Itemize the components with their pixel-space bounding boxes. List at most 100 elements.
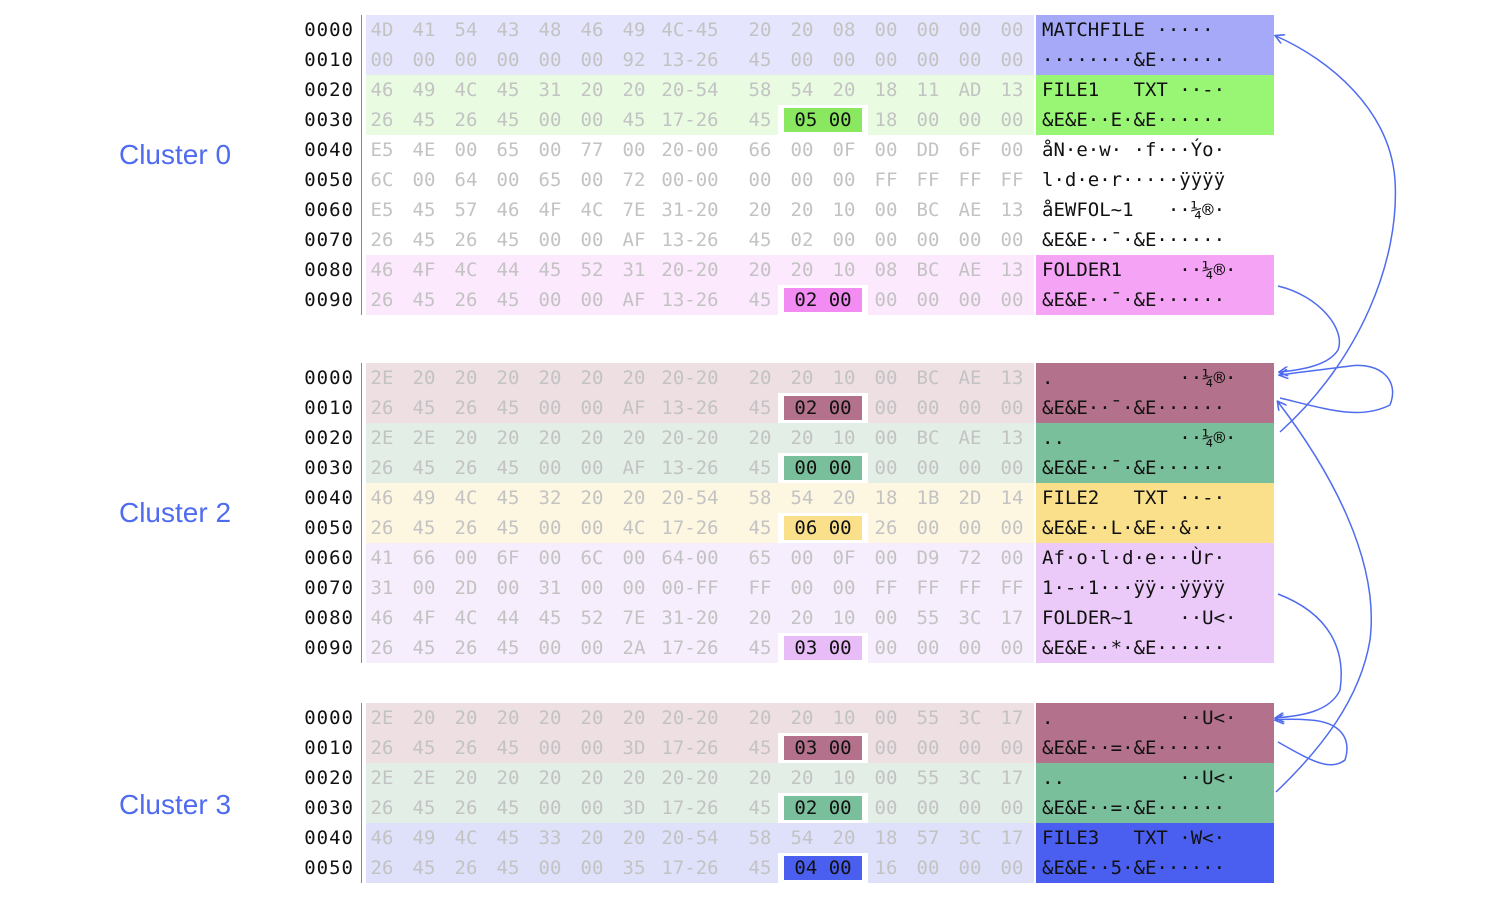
cluster-pointer-value: 03 00 [784, 736, 862, 760]
row-offset: 0060 [304, 547, 354, 569]
hex-byte: 20 [832, 79, 856, 101]
hex-byte: AF [622, 397, 646, 419]
hex-byte: 0F [832, 547, 856, 569]
hex-byte: 6C [580, 547, 604, 569]
cluster-pointer-highlight: 03 00 [778, 633, 868, 663]
hex-byte: 00 [538, 857, 562, 879]
hex-byte: 4C [622, 517, 646, 539]
hex-byte: 00 [874, 199, 898, 221]
hex-byte: 49 [412, 79, 436, 101]
hex-row-background [366, 703, 1034, 733]
hex-byte: 26 [454, 637, 478, 659]
hex-byte: 13 [1000, 79, 1024, 101]
ascii-row: åEWFOL~1 ··¼®· [1036, 195, 1274, 225]
ascii-row: Af·o·l·d·e···Ùr· [1036, 543, 1274, 573]
hex-byte: 20 [790, 607, 814, 629]
hex-byte: AD [958, 79, 982, 101]
hex-byte: 3C [958, 767, 982, 789]
hex-byte: 45 [496, 517, 520, 539]
hex-row-background [366, 633, 1034, 663]
hex-byte: 20 [496, 767, 520, 789]
hex-byte: 00 [538, 289, 562, 311]
hex-byte: 72 [958, 547, 982, 569]
ascii-row: . ··¼®· [1036, 363, 1274, 393]
hex-byte: 20 [580, 427, 604, 449]
hex-byte: 2A [622, 637, 646, 659]
hex-byte: 3D [622, 737, 646, 759]
hex-byte: 20 [748, 427, 772, 449]
hex-byte: 10 [832, 259, 856, 281]
hex-byte: 00 [1000, 737, 1024, 759]
hex-byte: 00 [958, 637, 982, 659]
hex-byte: 00 [538, 737, 562, 759]
hex-byte: 46 [370, 79, 394, 101]
row-offset: 0040 [304, 139, 354, 161]
hex-byte: 41 [412, 19, 436, 41]
hex-byte: 26 [874, 517, 898, 539]
hex-byte: 46 [370, 827, 394, 849]
ascii-row: &E&E··¯·&E······ [1036, 453, 1274, 483]
hex-byte: 00 [958, 397, 982, 419]
hex-byte: 00 [538, 229, 562, 251]
hex-byte: 2E [370, 767, 394, 789]
row-offset: 0030 [304, 109, 354, 131]
hex-byte: 54 [790, 827, 814, 849]
row-offset: 0080 [304, 259, 354, 281]
hex-byte: 00 [412, 169, 436, 191]
cluster-pointer-highlight: 05 00 [778, 105, 868, 135]
hex-byte: 45 [748, 637, 772, 659]
hex-byte: 00 [580, 457, 604, 479]
hex-byte: 00 [370, 49, 394, 71]
hex-byte: 20 [412, 707, 436, 729]
cluster-pointer-value: 03 00 [784, 636, 862, 660]
hex-byte: 00 [916, 109, 940, 131]
hex-byte: 45 [496, 79, 520, 101]
hex-byte: AE [958, 427, 982, 449]
hex-byte: 4C [454, 79, 478, 101]
hex-byte: 20 [580, 487, 604, 509]
hex-byte: 2E [370, 707, 394, 729]
offset-separator [361, 15, 362, 315]
hex-byte: 00 [496, 577, 520, 599]
hex-byte: 10 [832, 427, 856, 449]
hex-byte: FF [916, 577, 940, 599]
hex-byte: 45 [748, 109, 772, 131]
hex-byte: 00 [622, 547, 646, 569]
row-offset: 0050 [304, 169, 354, 191]
hex-byte: 00 [454, 49, 478, 71]
hex-byte: 45 [496, 229, 520, 251]
hex-byte: 7E [622, 607, 646, 629]
row-offset: 0020 [304, 79, 354, 101]
hex-byte: FF [874, 169, 898, 191]
hex-byte: 46 [496, 199, 520, 221]
hex-byte: 45 [412, 517, 436, 539]
hex-byte: 55 [916, 767, 940, 789]
row-offset: 0020 [304, 767, 354, 789]
hex-byte: 10 [832, 767, 856, 789]
hex-byte: 45 [412, 109, 436, 131]
hex-byte: 20 [790, 367, 814, 389]
hex-byte: 20 [790, 19, 814, 41]
hex-row-background [366, 483, 1034, 513]
hex-byte: 00 [580, 109, 604, 131]
hex-byte: 31 [370, 577, 394, 599]
hex-row-background [366, 603, 1034, 633]
hex-byte: 31-20 [661, 607, 719, 629]
hex-byte: 00 [580, 229, 604, 251]
hex-byte: 00 [916, 229, 940, 251]
hex-byte: 54 [790, 79, 814, 101]
hex-byte: 00 [622, 577, 646, 599]
hex-byte: 72 [622, 169, 646, 191]
hex-byte: 00 [916, 49, 940, 71]
hex-byte: 45 [748, 857, 772, 879]
hex-byte: 26 [370, 457, 394, 479]
hex-byte: 20 [748, 707, 772, 729]
hex-byte: 16 [874, 857, 898, 879]
hex-byte: 45 [496, 457, 520, 479]
row-offset: 0070 [304, 577, 354, 599]
hex-byte: 33 [538, 827, 562, 849]
hex-byte: 20-54 [661, 487, 719, 509]
hex-byte: 20 [580, 707, 604, 729]
hex-byte: 55 [916, 707, 940, 729]
hex-row-background [366, 793, 1034, 823]
